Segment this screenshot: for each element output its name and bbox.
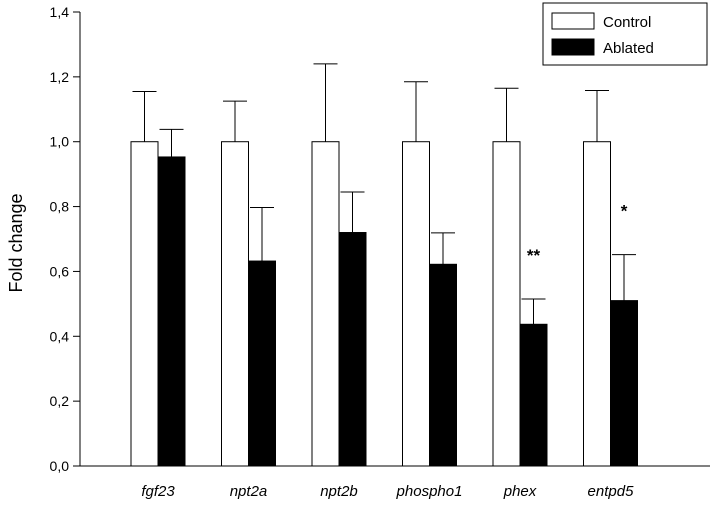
significance-marker: **	[527, 246, 541, 265]
significance-marker: *	[621, 202, 628, 221]
legend-swatch-control	[551, 12, 595, 30]
y-tick-label: 1,0	[50, 134, 70, 150]
x-category-label: phex	[503, 483, 537, 500]
x-category-label: fgf23	[141, 483, 175, 500]
x-category-label: npt2a	[230, 483, 268, 500]
y-axis-title: Fold change	[6, 193, 26, 292]
legend-swatch-ablated	[551, 38, 595, 56]
bar-ablated-phex	[519, 323, 548, 467]
y-tick-label: 0,2	[50, 393, 70, 409]
bar-ablated-npt2a	[248, 260, 276, 467]
plot-area: 0,0 0,2 0,4 0,6 0,8 1,0 1,2 1,4 fgf23 npt2a npt2b p…	[50, 4, 710, 500]
bar-ablated-npt2b	[338, 232, 367, 467]
bar-control-phospho1	[402, 141, 430, 467]
legend-label-ablated: Ablated	[603, 40, 654, 57]
y-tick-label: 1,2	[50, 69, 70, 85]
bar-control-npt2b	[311, 141, 340, 467]
y-tick-label: 0,6	[50, 263, 70, 279]
x-category-label: entpd5	[588, 483, 635, 500]
legend: Control Ablated	[542, 2, 708, 66]
bar-ablated-fgf23	[157, 156, 186, 467]
bar-control-npt2a	[221, 141, 249, 467]
x-category-label: phospho1	[396, 483, 463, 500]
bar-control-entpd5	[583, 141, 611, 467]
bar-ablated-phospho1	[429, 263, 457, 467]
y-tick-label: 0,8	[50, 199, 70, 215]
y-tick-label: 0,4	[50, 328, 70, 344]
y-tick-label: 0,0	[50, 458, 70, 474]
legend-label-control: Control	[603, 14, 651, 31]
y-tick-label: 1,4	[50, 4, 70, 20]
bar-ablated-entpd5	[610, 300, 638, 467]
bar-control-phex	[492, 141, 521, 467]
x-category-label: npt2b	[320, 483, 358, 500]
bar-control-fgf23	[130, 141, 159, 467]
